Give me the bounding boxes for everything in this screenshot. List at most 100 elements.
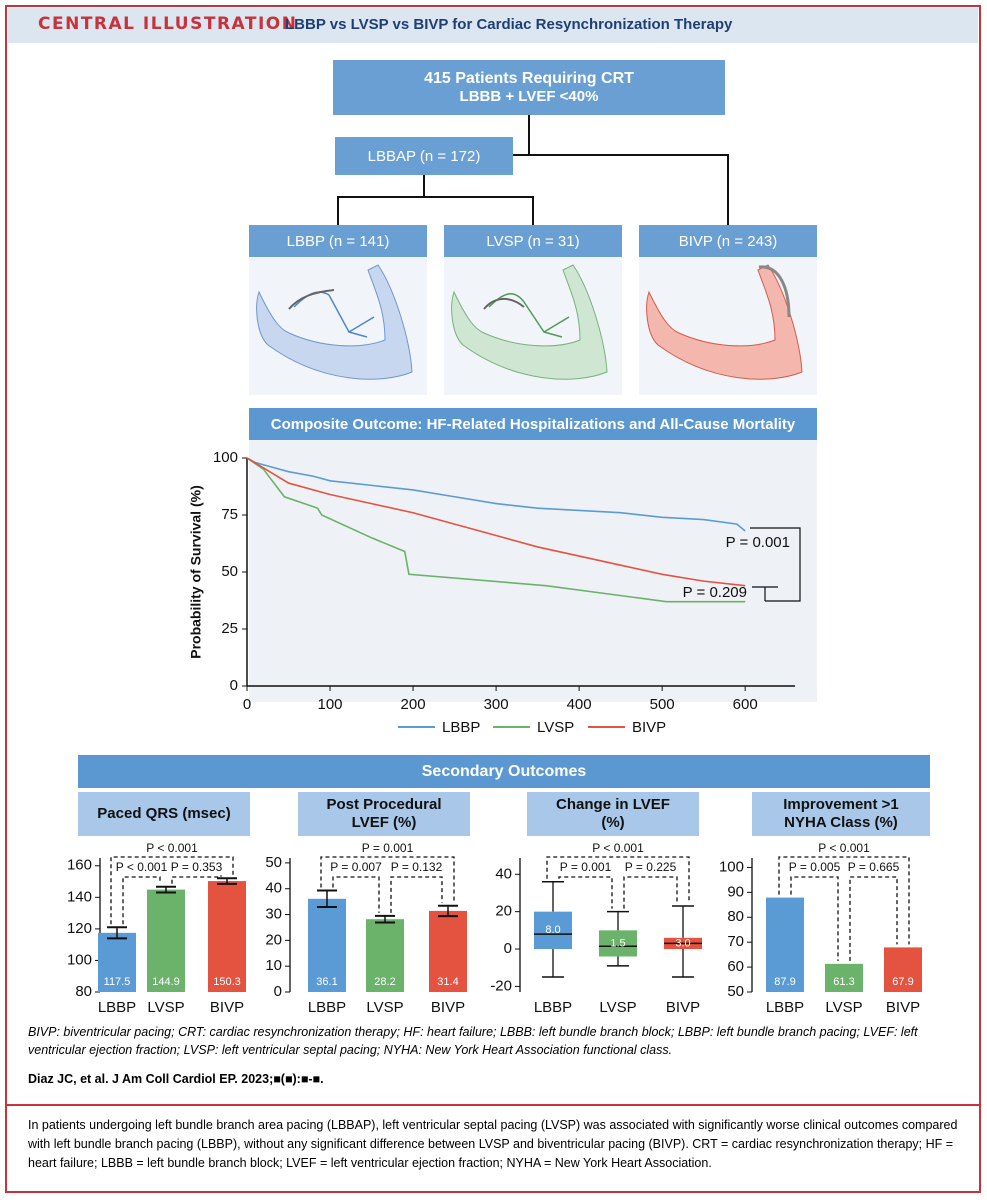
legend-label: LVSP: [537, 719, 574, 736]
y-tick-label: 50: [265, 854, 282, 871]
p-bracket: [778, 856, 910, 945]
lbbp-illustration: [249, 257, 427, 395]
x-tick-label: LBBP: [308, 999, 346, 1016]
y-tick-label: 30: [265, 906, 282, 923]
y-tick-label: 50: [727, 983, 744, 1000]
header-label: CENTRAL ILLUSTRATION: [38, 14, 298, 34]
footnote: BIVP: biventricular pacing; CRT: cardiac…: [28, 1025, 918, 1057]
legend-label: LBBP: [442, 719, 480, 736]
value-label: 28.2: [374, 976, 395, 988]
y-tick-label: 100: [67, 951, 92, 968]
y-tick-label: 40: [495, 865, 512, 882]
y-tick-label: 160: [67, 857, 92, 874]
y-tick-label: 20: [495, 903, 512, 920]
p-value: P = 0.001: [362, 841, 414, 855]
y-tick-label: 140: [67, 888, 92, 905]
lvsp-illustration: [444, 257, 622, 395]
y-tick-label: 60: [727, 958, 744, 975]
survival-line: [246, 457, 746, 587]
plot-background: [249, 440, 817, 702]
flow-node: LBBP (n = 141): [249, 225, 427, 257]
p-brackets: [750, 527, 801, 602]
km-title: Composite Outcome: HF-Related Hospitaliz…: [249, 408, 817, 440]
x-tick-label: LBBP: [766, 999, 804, 1016]
x-tick-label: BIVP: [886, 999, 920, 1016]
p-value: P = 0.353: [171, 860, 223, 874]
p-value: P = 0.132: [391, 860, 443, 874]
p-bracket: [558, 876, 613, 909]
x-tick-label: LVSP: [147, 999, 184, 1016]
y-tick-label: 90: [727, 883, 744, 900]
flow-connectors: [337, 115, 729, 225]
secondary-band: [78, 755, 930, 788]
y-tick-label: 80: [727, 908, 744, 925]
p-bracket: [623, 876, 678, 909]
bar: [825, 963, 863, 992]
p-value: P < 0.001: [146, 841, 198, 855]
p-bracket: [390, 876, 443, 913]
bar: [147, 889, 185, 992]
panel-title: Change in LVEF (%): [527, 792, 699, 836]
value-label: 87.9: [774, 976, 795, 988]
value-label: 150.3: [213, 976, 241, 988]
y-tick-label: 100: [213, 449, 238, 466]
x-tick-label: LVSP: [599, 999, 636, 1016]
x-tick-label: 300: [484, 696, 509, 713]
flow-node: BIVP (n = 243): [639, 225, 817, 257]
x-tick-label: 100: [318, 696, 343, 713]
x-tick-label: 400: [567, 696, 592, 713]
node-sublabel: LBBB + LVEF <40%: [459, 88, 599, 105]
bar: [766, 897, 804, 992]
y-tick-label: 80: [75, 983, 92, 1000]
y-tick-label: 120: [67, 920, 92, 937]
p-bracket: [546, 856, 690, 904]
node-label: 415 Patients Requiring CRT: [424, 70, 634, 87]
y-tick-label: 50: [221, 563, 238, 580]
legend-label: BIVP: [632, 719, 666, 736]
bar: [884, 947, 922, 992]
x-tick-label: BIVP: [666, 999, 700, 1016]
flow-node: LBBAP (n = 172): [335, 137, 513, 175]
x-tick-label: LBBP: [534, 999, 572, 1016]
value-label: 3.0: [675, 937, 690, 949]
x-tick-label: LVSP: [366, 999, 403, 1016]
bar: [429, 910, 467, 992]
x-tick-label: 200: [401, 696, 426, 713]
secondary-title: Secondary Outcomes: [421, 762, 587, 780]
p-bracket: [110, 856, 234, 925]
y-tick-label: 20: [265, 931, 282, 948]
panel-title: Paced QRS (msec): [78, 792, 250, 836]
p-bracket: [849, 876, 898, 961]
p-value: P = 0.005: [789, 860, 841, 874]
p-value: P < 0.001: [818, 841, 870, 855]
p-value: P = 0.007: [330, 860, 382, 874]
y-axis-label: Probability of Survival (%): [188, 485, 204, 658]
y-tick-label: 0: [274, 983, 282, 1000]
x-tick-label: BIVP: [431, 999, 465, 1016]
value-label: 36.1: [316, 976, 337, 988]
value-label: 8.0: [545, 924, 560, 936]
flow-node: LVSP (n = 31): [444, 225, 622, 257]
p-bracket: [122, 876, 161, 925]
box: [534, 911, 572, 950]
p-value: P = 0.001: [560, 860, 612, 874]
value-label: 31.4: [437, 976, 458, 988]
value-label: 61.3: [833, 976, 854, 988]
y-tick-label: 0: [230, 677, 238, 694]
y-tick-label: 70: [727, 933, 744, 950]
y-tick-label: 40: [265, 880, 282, 897]
panel-title: Improvement >1 NYHA Class (%): [752, 792, 930, 836]
value-label: 67.9: [892, 976, 913, 988]
bar: [308, 898, 346, 992]
x-tick-label: BIVP: [210, 999, 244, 1016]
bar: [208, 881, 246, 992]
p-value: P = 0.225: [625, 860, 677, 874]
survival-line: [246, 457, 746, 603]
y-tick-label: 10: [265, 957, 282, 974]
bar: [98, 932, 136, 992]
x-tick-label: LBBP: [98, 999, 136, 1016]
border: [5, 5, 981, 1193]
y-tick-label: 75: [221, 506, 238, 523]
